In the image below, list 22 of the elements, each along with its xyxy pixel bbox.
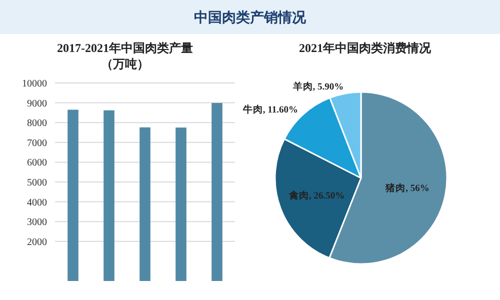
y-tick-label: 7000 — [27, 138, 47, 149]
slice-label: 禽肉, 26.50% — [288, 190, 345, 202]
bar — [68, 110, 78, 281]
y-tick-label: 3000 — [27, 217, 47, 228]
slice-label: 牛肉, 11.60% — [242, 103, 298, 116]
bar — [104, 110, 114, 281]
y-tick-label: 2000 — [27, 236, 47, 248]
slice-label: 猪肉, 56% — [384, 182, 430, 194]
y-tick-label: 8000 — [27, 118, 47, 130]
bar — [140, 127, 150, 281]
chart-subtitle: （万吨） — [101, 57, 149, 71]
y-tick-label: 4000 — [27, 197, 47, 208]
chart-title: 2017-2021年中国肉类产量 — [57, 41, 193, 55]
text: 中国肉类产销情况 — [194, 9, 307, 26]
y-tick-label: 5000 — [27, 178, 47, 188]
y-tick-label: 10000 — [22, 78, 47, 90]
y-tick-label: 6000 — [27, 158, 47, 169]
bar — [176, 128, 186, 281]
slice-label: 羊肉, 5.90% — [292, 80, 344, 93]
y-tick-label: 9000 — [27, 98, 47, 110]
bar — [212, 103, 222, 281]
chart-title: 2021年中国肉类消费情况 — [299, 41, 432, 55]
